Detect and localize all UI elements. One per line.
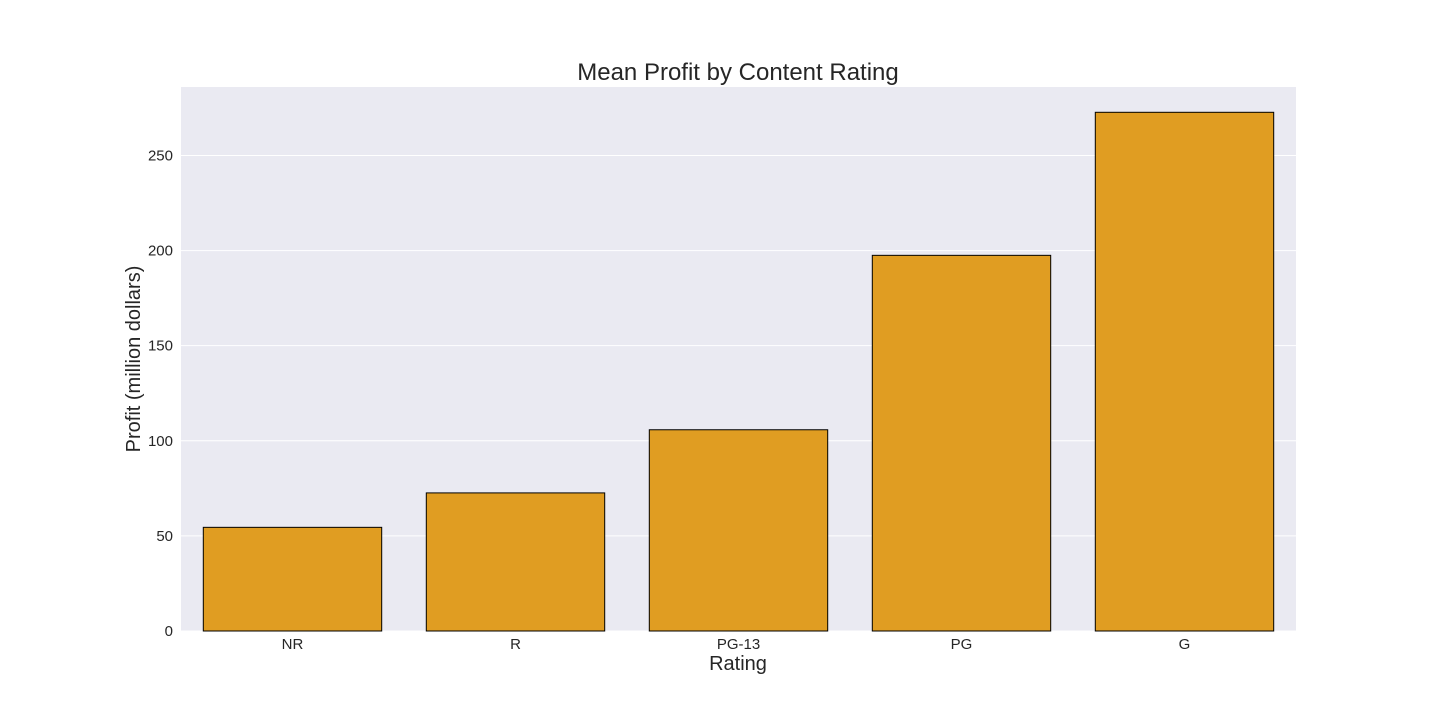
x-tick-label: NR [282, 636, 304, 653]
chart-title: Mean Profit by Content Rating [577, 59, 899, 86]
x-tick-label: R [510, 636, 521, 653]
y-tick-labels: 0 50 100 150 200 250 [148, 147, 173, 640]
bar-pg-13 [648, 429, 829, 632]
y-tick-label: 250 [148, 147, 173, 164]
y-tick-label: 200 [148, 243, 173, 260]
bar-nr [202, 526, 383, 632]
bar-g [1094, 111, 1275, 632]
y-tick-label: 0 [165, 623, 173, 640]
y-tick-label: 50 [156, 528, 173, 545]
bars [202, 111, 1275, 632]
y-axis-label: Profit (million dollars) [123, 266, 145, 453]
x-tick-label: PG-13 [717, 636, 760, 653]
x-tick-label: PG [951, 636, 973, 653]
bar-r [425, 492, 606, 632]
bar-pg [871, 254, 1052, 632]
y-tick-label: 100 [148, 433, 173, 450]
y-tick-label: 150 [148, 338, 173, 355]
x-tick-labels: NR R PG-13 PG G [282, 636, 1191, 653]
x-tick-label: G [1179, 636, 1191, 653]
x-axis-label: Rating [709, 653, 767, 675]
